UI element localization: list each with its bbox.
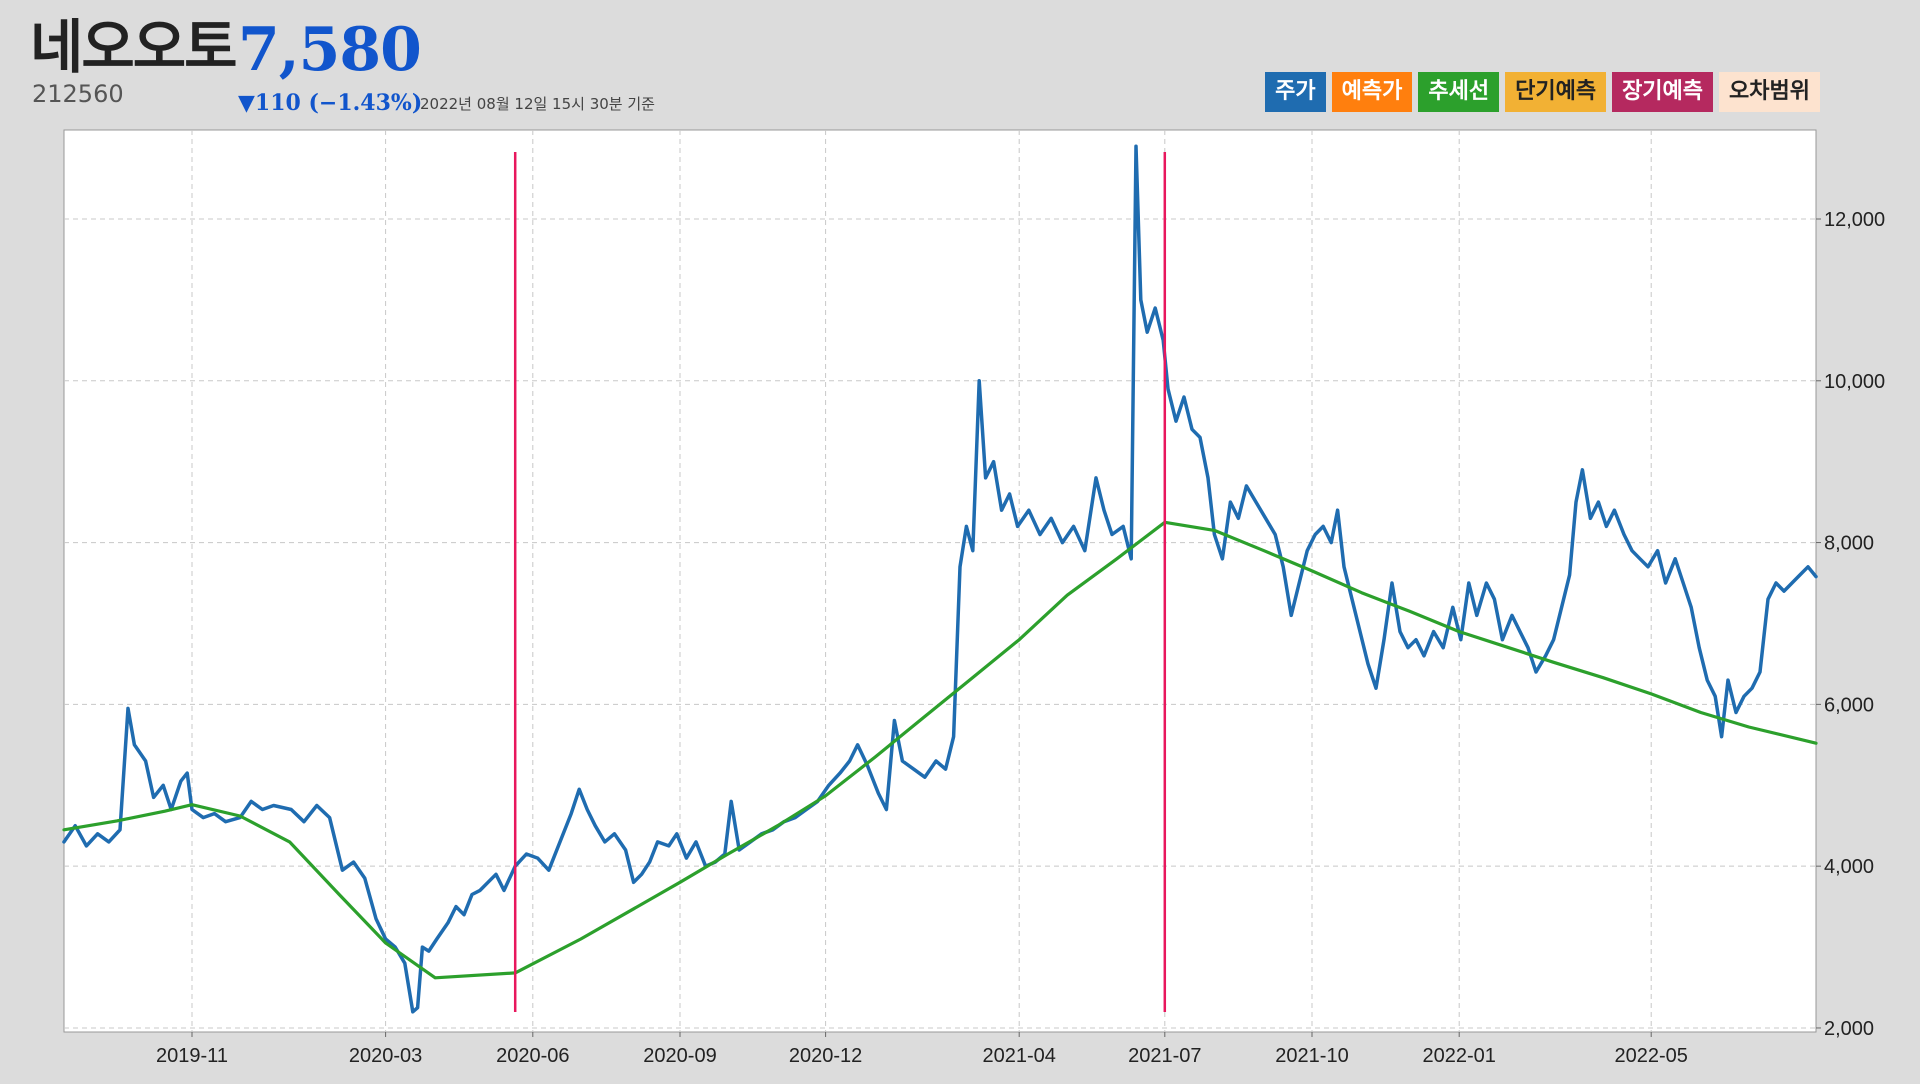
y-tick-label: 12,000 bbox=[1824, 209, 1885, 231]
x-tick-label: 2021-07 bbox=[1128, 1045, 1201, 1067]
chart-legend: 주가 예측가 추세선 단기예측 장기예측 오차범위 bbox=[1265, 72, 1820, 112]
x-tick-label: 2021-04 bbox=[982, 1045, 1055, 1067]
price-change: ▼110 (−1.43%) bbox=[238, 90, 423, 116]
legend-forecast: 예측가 bbox=[1331, 72, 1413, 112]
stock-header: 네오오토 7,580 212560 ▼110 (−1.43%) 2022년 08… bbox=[0, 0, 1920, 125]
legend-short-term: 단기예측 bbox=[1505, 72, 1607, 112]
y-tick-label: 6,000 bbox=[1824, 694, 1874, 716]
price-line bbox=[62, 144, 1818, 1014]
y-tick-label: 10,000 bbox=[1824, 371, 1885, 393]
trend-line bbox=[62, 520, 1818, 980]
y-tick-label: 8,000 bbox=[1824, 533, 1874, 555]
legend-long-term: 장기예측 bbox=[1612, 72, 1714, 112]
x-tick-label: 2022-05 bbox=[1614, 1045, 1687, 1067]
legend-trend: 추세선 bbox=[1418, 72, 1500, 112]
plot-background bbox=[63, 129, 1817, 1033]
stock-price: 7,580 bbox=[238, 15, 422, 85]
legend-error-range: 오차범위 bbox=[1719, 72, 1820, 112]
x-tick-label: 2020-09 bbox=[643, 1045, 716, 1067]
stock-name: 네오오토 bbox=[30, 13, 237, 81]
stock-code: 212560 bbox=[32, 80, 124, 108]
x-tick-label: 2019-11 bbox=[156, 1045, 228, 1067]
x-tick-label: 2021-10 bbox=[1275, 1045, 1348, 1067]
x-tick-label: 2020-12 bbox=[789, 1045, 862, 1067]
price-timestamp: 2022년 08월 12일 15시 30분 기준 bbox=[420, 95, 655, 113]
x-tick-label: 2022-01 bbox=[1422, 1045, 1495, 1067]
y-tick-label: 4,000 bbox=[1824, 856, 1874, 878]
y-tick-label: 2,000 bbox=[1824, 1018, 1874, 1040]
x-tick-label: 2020-03 bbox=[349, 1045, 422, 1067]
x-tick-label: 2020-06 bbox=[496, 1045, 569, 1067]
legend-price: 주가 bbox=[1265, 72, 1326, 112]
